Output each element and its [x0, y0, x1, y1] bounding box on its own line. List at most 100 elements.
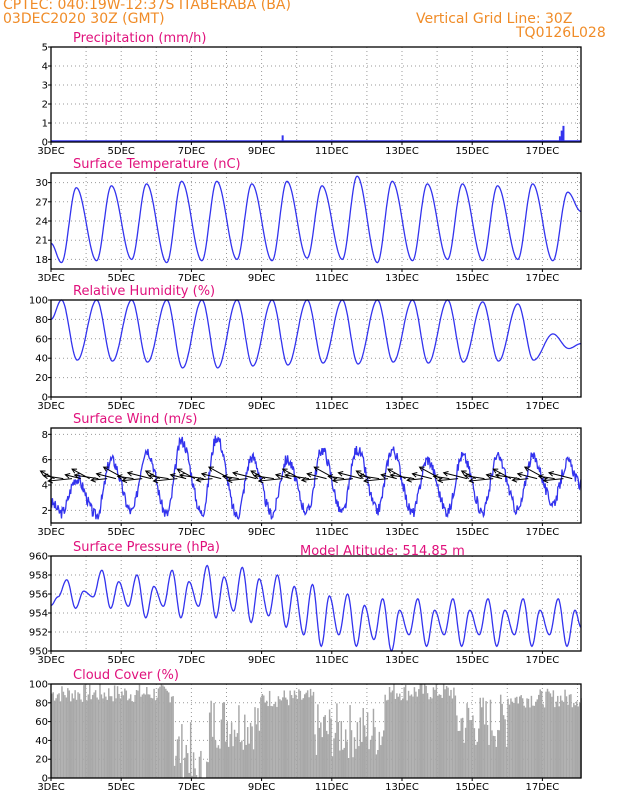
- cloud-cover-bar: [353, 737, 356, 778]
- cloud-cover-bar: [140, 696, 142, 778]
- cloud-cover-bar: [321, 737, 324, 778]
- wind-arrow-head: [200, 471, 207, 478]
- cloud-cover-bar: [150, 697, 152, 778]
- cloud-cover-bar: [233, 729, 236, 778]
- precipitation-y-tick-label: 5: [42, 43, 48, 54]
- wind-arrow-shaft: [438, 478, 459, 482]
- wind-arrow-head: [71, 468, 78, 474]
- cloud-cover-bar: [138, 684, 141, 778]
- cloud-cover-bar: [527, 698, 530, 778]
- cloud-cover-bar: [176, 739, 179, 778]
- cloud-cover-bar: [77, 692, 79, 778]
- cloud-cover-bar: [324, 715, 326, 778]
- cloud-cover-bar: [141, 694, 144, 778]
- cloud-cover-bar: [578, 702, 581, 778]
- cloud-cover-bar: [198, 756, 201, 778]
- cloud-cover-bar: [189, 722, 192, 778]
- cloud-cover-bar: [555, 701, 558, 778]
- wind-arrow-head: [121, 477, 128, 484]
- cloud-cover-bar: [457, 730, 460, 778]
- cloud-cover-bar: [448, 695, 451, 778]
- wind-arrow-head: [537, 474, 544, 480]
- cloud-cover-bar: [508, 704, 511, 778]
- cloud-cover-bar: [156, 697, 158, 778]
- wind-x-tick-label: 13DEC: [385, 527, 419, 538]
- cloud-cover-bar: [86, 700, 88, 778]
- panels-layer: 0 1 2 3 4 5 3DEC 5DEC 7DEC 9DEC 11DEC 13DEC 15DEC 17D…: [29, 31, 582, 793]
- temperature-y-tick-label: 18: [35, 255, 48, 266]
- precipitation-bar: [562, 125, 565, 142]
- cloud-cover-bar: [343, 747, 345, 778]
- precipitation-x-tick-label: 3DEC: [37, 146, 64, 157]
- wind-arrow-shaft: [512, 478, 529, 481]
- cloud-cover-bar: [396, 693, 398, 778]
- pressure-x-tick-label: 15DEC: [455, 655, 489, 666]
- wind-x-tick-label: 5DEC: [108, 527, 135, 538]
- temperature-y-tick-label: 21: [35, 236, 48, 247]
- humidity-x-tick-label: 15DEC: [455, 401, 489, 412]
- cloud-cover-bar: [513, 702, 515, 778]
- cloud-cover-x-tick-label: 15DEC: [455, 782, 489, 793]
- pressure-x-tick-label: 13DEC: [385, 655, 419, 666]
- cloud-cover-bar: [454, 695, 457, 778]
- cloud-cover-bar: [89, 684, 91, 778]
- wind-arrow-head: [468, 477, 475, 484]
- cloud-cover-x-tick-label: 11DEC: [315, 782, 349, 793]
- cloud-cover-y-tick-label: 100: [29, 680, 48, 691]
- cloud-cover-bar: [404, 684, 407, 778]
- wind-arrow-shaft: [338, 472, 362, 480]
- cloud-cover-bar: [251, 726, 253, 778]
- wind-arrow-shaft: [412, 473, 432, 480]
- cloud-cover-bar: [447, 687, 449, 778]
- humidity-x-tick-label: 3DEC: [37, 401, 64, 412]
- cloud-cover-bar: [225, 741, 227, 778]
- temperature-x-tick-label: 17DEC: [526, 273, 560, 284]
- wind-panel: 2 4 6 8 3DEC 5DEC 7DEC 9DEC 11DEC 13DEC 15DEC 17DEC…: [37, 412, 582, 538]
- wind-arrow-head: [281, 468, 288, 474]
- cloud-cover-bar: [270, 705, 272, 778]
- cloud-cover-title: Cloud Cover (%): [73, 668, 179, 683]
- cloud-cover-bar: [403, 687, 405, 778]
- temperature-title: Surface Temperature (nC): [73, 157, 241, 172]
- cloud-cover-bar: [428, 699, 430, 778]
- wind-arrow-head: [306, 471, 313, 478]
- cloud-cover-bar: [230, 722, 233, 778]
- humidity-y-tick-label: 80: [35, 315, 48, 326]
- cloud-cover-bar: [568, 694, 571, 778]
- cloud-cover-bar: [546, 688, 549, 778]
- cloud-cover-bar: [200, 750, 202, 778]
- cloud-cover-bar: [327, 734, 329, 778]
- cloud-cover-bar: [337, 722, 340, 778]
- cloud-cover-bar: [185, 744, 188, 778]
- cloud-cover-bar: [559, 695, 562, 778]
- cloud-cover-bar: [489, 699, 492, 778]
- cloud-cover-bar: [55, 698, 57, 778]
- cloud-cover-bar: [309, 688, 312, 778]
- cloud-cover-bar: [483, 724, 486, 778]
- cloud-cover-bar: [75, 699, 78, 778]
- cloud-cover-bar: [128, 698, 130, 778]
- cloud-cover-bar: [381, 736, 383, 778]
- cloud-cover-bar: [61, 686, 63, 778]
- cloud-cover-bar: [574, 705, 577, 778]
- cloud-cover-bar: [305, 692, 307, 778]
- cloud-cover-bar: [238, 705, 240, 778]
- cloud-cover-bar: [223, 702, 226, 778]
- wind-y-tick-label: 2: [42, 506, 48, 517]
- cloud-cover-bar: [78, 693, 81, 778]
- precipitation-y-tick-label: 1: [42, 119, 48, 130]
- temperature-y-tick-label: 24: [35, 217, 48, 228]
- model-altitude-label: Model Altitude: 514.85 m: [300, 544, 465, 559]
- cloud-cover-bar: [442, 684, 445, 778]
- cloud-cover-bar: [301, 699, 303, 778]
- cloud-cover-bar: [407, 690, 410, 778]
- pressure-y-tick-label: 954: [29, 609, 48, 620]
- cloud-cover-bar: [421, 684, 423, 778]
- wind-x-tick-label: 3DEC: [37, 527, 64, 538]
- cloud-cover-bar: [347, 757, 350, 778]
- cloud-cover-bar: [552, 690, 555, 778]
- cloud-cover-bar: [135, 689, 138, 778]
- cloud-cover-bar: [388, 686, 391, 778]
- cloud-cover-bar: [242, 749, 245, 778]
- cloud-cover-bar: [350, 730, 353, 778]
